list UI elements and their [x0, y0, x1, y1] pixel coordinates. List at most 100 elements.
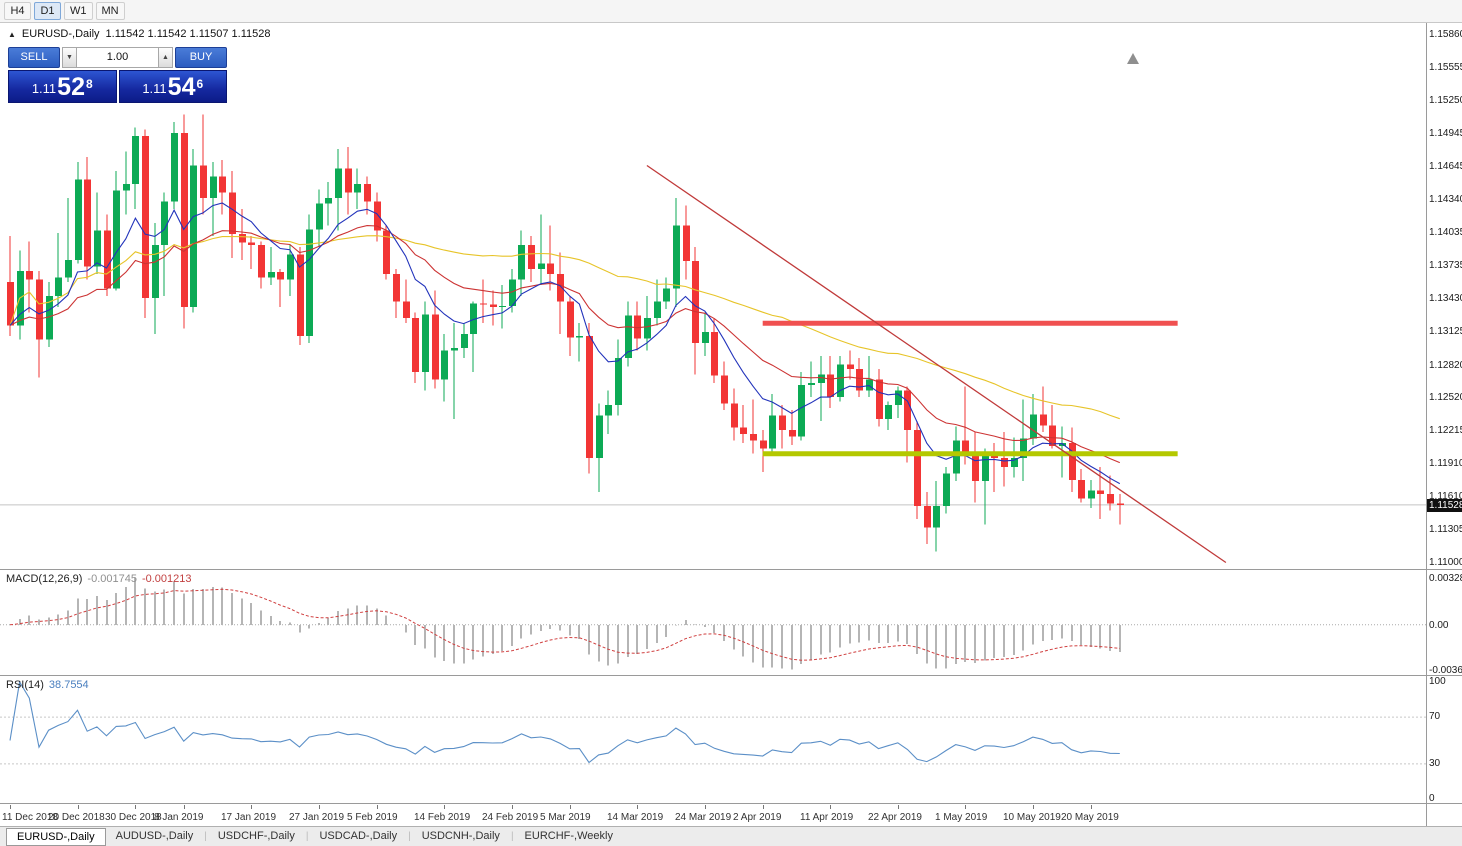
- price-scale-label: 1.12520: [1429, 392, 1462, 403]
- tab-separator: |: [408, 831, 411, 842]
- price-scale-label: 1.14035: [1429, 227, 1462, 238]
- chart-tab-eurchf-weekly[interactable]: EURCHF-,Weekly: [524, 829, 613, 842]
- chart-tab-usdcad-daily[interactable]: USDCAD-,Daily: [319, 829, 398, 842]
- time-axis-label: 27 Jan 2019: [289, 812, 345, 823]
- price-chart-canvas[interactable]: [0, 23, 1426, 569]
- time-axis[interactable]: 11 Dec 2018 20 Dec 2018 30 Dec 2018 8 Jan 2…: [0, 803, 1462, 826]
- volume-increase-icon[interactable]: ▲: [158, 47, 173, 68]
- chart-ohlc-values: 1.11542 1.11542 1.11507 1.11528: [105, 28, 271, 40]
- macd-canvas[interactable]: [0, 571, 1426, 676]
- rsi-value: 38.7554: [48, 679, 89, 691]
- time-axis-tick: [1091, 805, 1092, 809]
- time-axis-label: 8 Jan 2019: [154, 812, 204, 823]
- time-axis-corner: [1426, 804, 1462, 826]
- macd-scale[interactable]: 0.003287 0.00 -0.003657: [1426, 570, 1462, 676]
- time-axis-label: 11 Apr 2019: [800, 812, 854, 823]
- rsi-line: [9, 680, 1120, 764]
- time-axis-label: 20 Dec 2018: [48, 812, 105, 823]
- buy-price-display[interactable]: 1.11 54 6: [118, 70, 227, 103]
- time-axis-tick: [1033, 805, 1034, 809]
- volume-decrease-icon[interactable]: ▼: [62, 47, 77, 68]
- chart-tab-audusd-daily[interactable]: AUDUSD-,Daily: [115, 829, 194, 842]
- macd-scale-label: 0.00: [1429, 620, 1449, 631]
- one-click-trading-panel: SELL ▼ 1.00 ▲ BUY 1.11 52 8 1.11 54 6: [8, 47, 227, 103]
- rsi-canvas[interactable]: [0, 677, 1426, 804]
- timeframe-button-d1[interactable]: D1: [34, 2, 61, 20]
- price-scale-label: 1.14645: [1429, 161, 1462, 172]
- time-axis-label: 2 Apr 2019: [733, 812, 782, 823]
- tab-separator: |: [204, 831, 207, 842]
- price-scale-label: 1.12215: [1429, 425, 1462, 436]
- macd-header: MACD(12,26,9) -0.001745 -0.001213: [6, 573, 192, 585]
- buy-price-pipette: 6: [196, 77, 204, 91]
- sell-price-prefix: 1.11: [31, 81, 57, 96]
- ma-line-slow: [9, 235, 1120, 420]
- rsi-label: RSI(14): [6, 679, 44, 691]
- buy-button[interactable]: BUY: [175, 47, 227, 68]
- volume-control: ▼ 1.00 ▲: [62, 47, 173, 68]
- price-scale-label: 1.14945: [1429, 128, 1462, 139]
- price-scale-label: 1.15250: [1429, 95, 1462, 106]
- trade-panel-collapse-icon[interactable]: ▲: [8, 29, 16, 39]
- chart-shift-marker-icon[interactable]: [1127, 53, 1139, 64]
- sell-price-pipette: 8: [85, 77, 93, 91]
- time-axis-tick: [705, 805, 706, 809]
- time-axis-label: 17 Jan 2019: [221, 812, 277, 823]
- price-scale[interactable]: 1.15860 1.15555 1.15250 1.14945 1.14645 1.143…: [1426, 23, 1462, 569]
- sell-price-display[interactable]: 1.11 52 8: [8, 70, 117, 103]
- price-scale-label: 1.12820: [1429, 360, 1462, 371]
- volume-input[interactable]: 1.00: [77, 47, 158, 68]
- time-axis-tick: [10, 805, 11, 809]
- chart-tab-usdchf-daily[interactable]: USDCHF-,Daily: [217, 829, 295, 842]
- rsi-scale-label: 100: [1429, 676, 1446, 687]
- time-axis-label: 5 Mar 2019: [540, 812, 591, 823]
- time-axis-label: 14 Feb 2019: [414, 812, 471, 823]
- time-axis-label: 24 Feb 2019: [482, 812, 539, 823]
- time-axis-tick: [377, 805, 378, 809]
- rsi-scale[interactable]: 100 70 30 0: [1426, 676, 1462, 804]
- macd-scale-label: 0.003287: [1429, 573, 1462, 584]
- rsi-panel: RSI(14) 38.7554 100 70 30 0: [0, 675, 1462, 804]
- time-axis-tick: [135, 805, 136, 809]
- time-axis-tick: [78, 805, 79, 809]
- chart-header: ▲ EURUSD-,Daily 1.11542 1.11542 1.11507 …: [8, 28, 271, 40]
- tab-separator: |: [305, 831, 309, 842]
- time-axis-label: 30 Dec 2018: [105, 812, 162, 823]
- time-axis-tick: [830, 805, 831, 809]
- price-scale-label: 1.11610: [1429, 491, 1462, 502]
- macd-signal-line: [9, 588, 1120, 661]
- current-price-tag: 1.11528: [1427, 499, 1462, 512]
- chart-tab-usdcnh-daily[interactable]: USDCNH-,Daily: [421, 829, 500, 842]
- sell-button[interactable]: SELL: [8, 47, 60, 68]
- time-axis-tick: [319, 805, 320, 809]
- main-chart-panel: ▲ EURUSD-,Daily 1.11542 1.11542 1.11507 …: [0, 23, 1462, 569]
- price-scale-label: 1.11910: [1429, 458, 1462, 469]
- price-scale-label: 1.15555: [1429, 62, 1462, 73]
- price-scale-label: 1.11000: [1429, 557, 1462, 568]
- time-axis-label: 24 Mar 2019: [675, 812, 732, 823]
- chart-tab-eurusd-daily[interactable]: EURUSD-,Daily: [6, 827, 106, 846]
- timeframe-button-h4[interactable]: H4: [4, 2, 31, 20]
- macd-histogram: [19, 578, 1121, 670]
- timeframe-button-w1[interactable]: W1: [64, 2, 93, 20]
- macd-main-value: -0.001745: [87, 573, 137, 585]
- buy-price-prefix: 1.11: [142, 81, 167, 96]
- time-axis-tick: [637, 805, 638, 809]
- chart-symbol-title: EURUSD-,Daily: [21, 28, 100, 40]
- sell-price-big-digits: 52: [57, 73, 85, 101]
- timeframe-button-mn[interactable]: MN: [95, 2, 125, 20]
- price-scale-label: 1.14340: [1429, 194, 1462, 205]
- price-scale-label: 1.11305: [1429, 524, 1462, 535]
- rsi-header: RSI(14) 38.7554: [6, 679, 89, 691]
- timeframe-toolbar: H4 D1 W1 MN: [0, 0, 1462, 23]
- time-axis-label: 14 Mar 2019: [607, 812, 664, 823]
- time-axis-tick: [898, 805, 899, 809]
- price-scale-label: 1.13735: [1429, 260, 1462, 271]
- time-axis-tick: [965, 805, 966, 809]
- time-axis-tick: [570, 805, 571, 809]
- rsi-scale-label: 30: [1429, 758, 1441, 769]
- descending-trendline[interactable]: [646, 164, 1227, 564]
- tab-separator: |: [510, 831, 514, 842]
- rsi-scale-label: 0: [1429, 793, 1435, 804]
- macd-panel: MACD(12,26,9) -0.001745 -0.001213 0.003287…: [0, 569, 1462, 676]
